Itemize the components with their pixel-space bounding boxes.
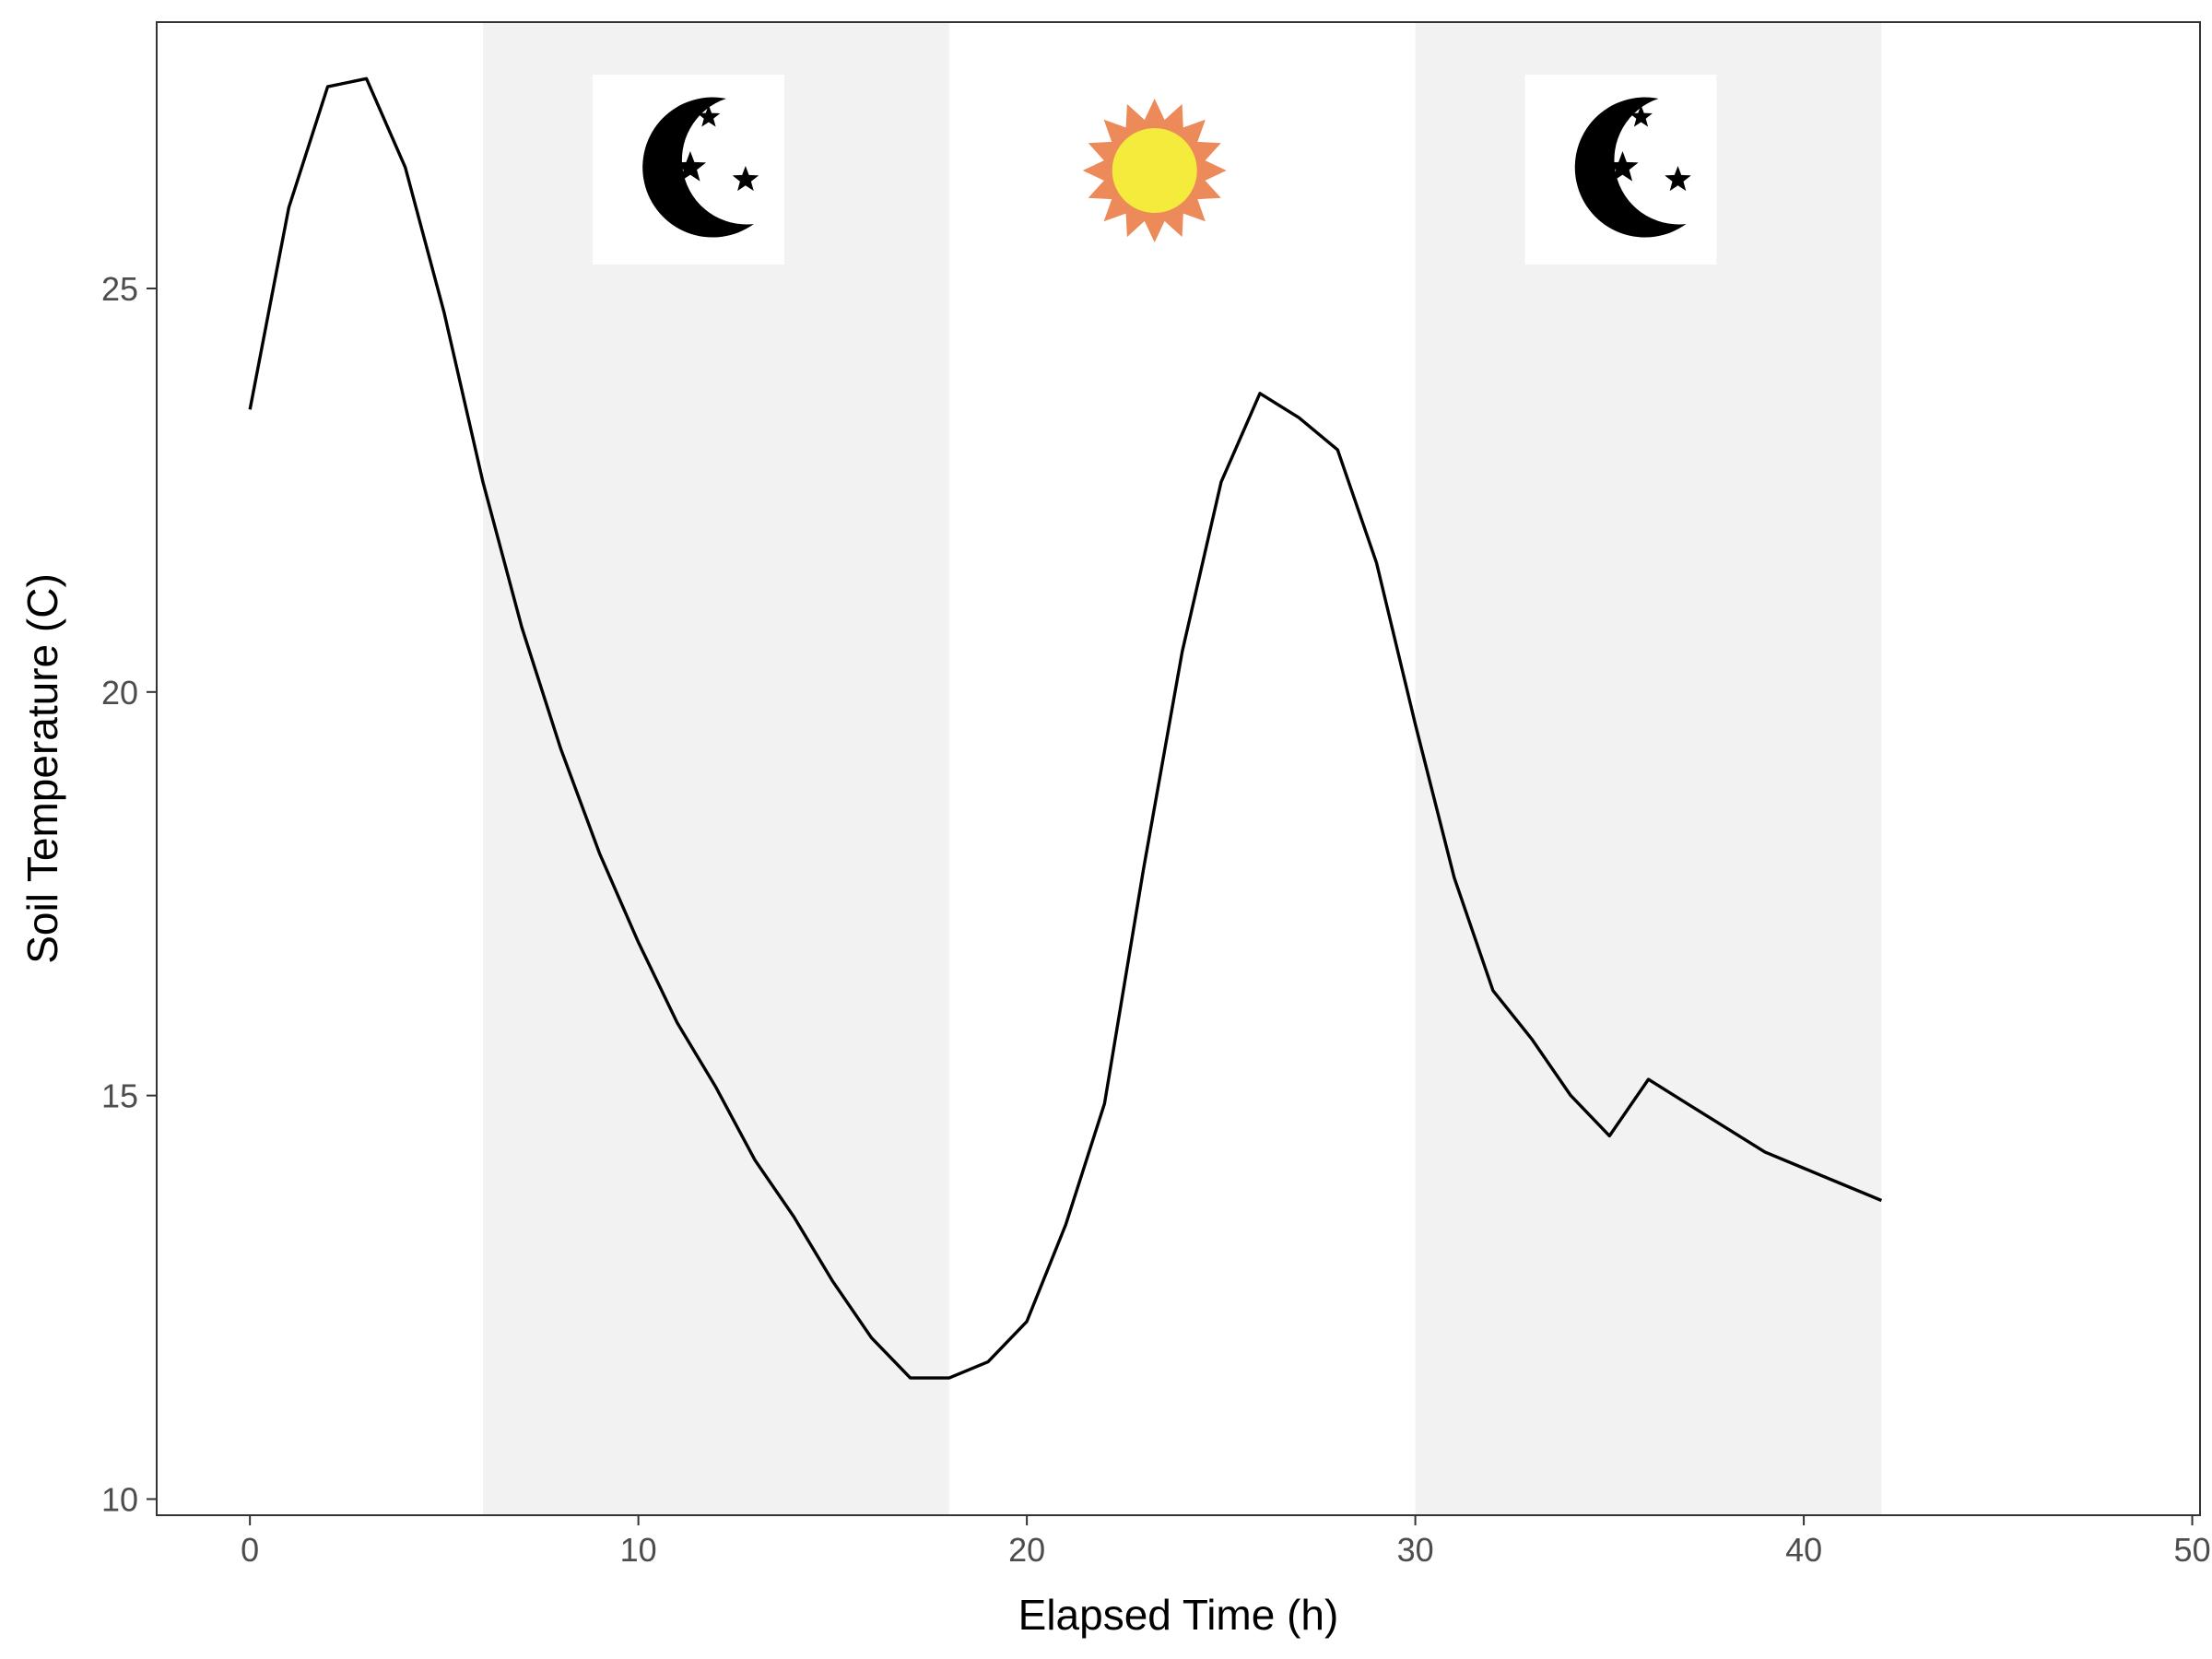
day-region [948,22,1416,1515]
sun-disc [1112,128,1197,213]
x-axis: 0 10 20 30 40 50 [241,1515,2211,1569]
star-icon [674,151,707,182]
y-axis-title: Soil Temperature (C) [18,573,66,964]
star-icon [732,166,759,192]
x-tick-label: 50 [2174,1531,2211,1569]
crescent-moon-icon [642,97,754,238]
y-tick-label: 20 [101,674,138,712]
x-tick-label: 10 [620,1531,657,1569]
day-night-regions [483,22,1882,1515]
y-axis: 10 15 20 25 [101,270,157,1518]
day-night-icons [592,75,1717,265]
x-tick-label: 20 [1008,1531,1045,1569]
night-region [483,22,949,1515]
star-icon [1630,105,1653,127]
star-icon [697,105,721,127]
x-tick-label: 40 [1785,1531,1822,1569]
night-region [1415,22,1882,1515]
y-tick-label: 10 [101,1480,138,1518]
temperature-series [248,76,1883,1380]
star-icon [1606,151,1639,182]
y-tick-label: 15 [101,1077,138,1115]
moon-stars-icon [592,75,784,265]
temperature-line [248,76,1883,1380]
star-icon [1665,166,1691,192]
moon-stars-icon [1524,75,1717,265]
x-tick-label: 0 [241,1531,259,1569]
plot-border [156,21,2201,1516]
x-axis-title: Elapsed Time (h) [1018,1591,1339,1639]
x-tick-label: 30 [1397,1531,1434,1569]
sun-icon [1082,99,1227,242]
crescent-moon-icon [1574,97,1687,238]
y-tick-label: 25 [101,270,138,308]
